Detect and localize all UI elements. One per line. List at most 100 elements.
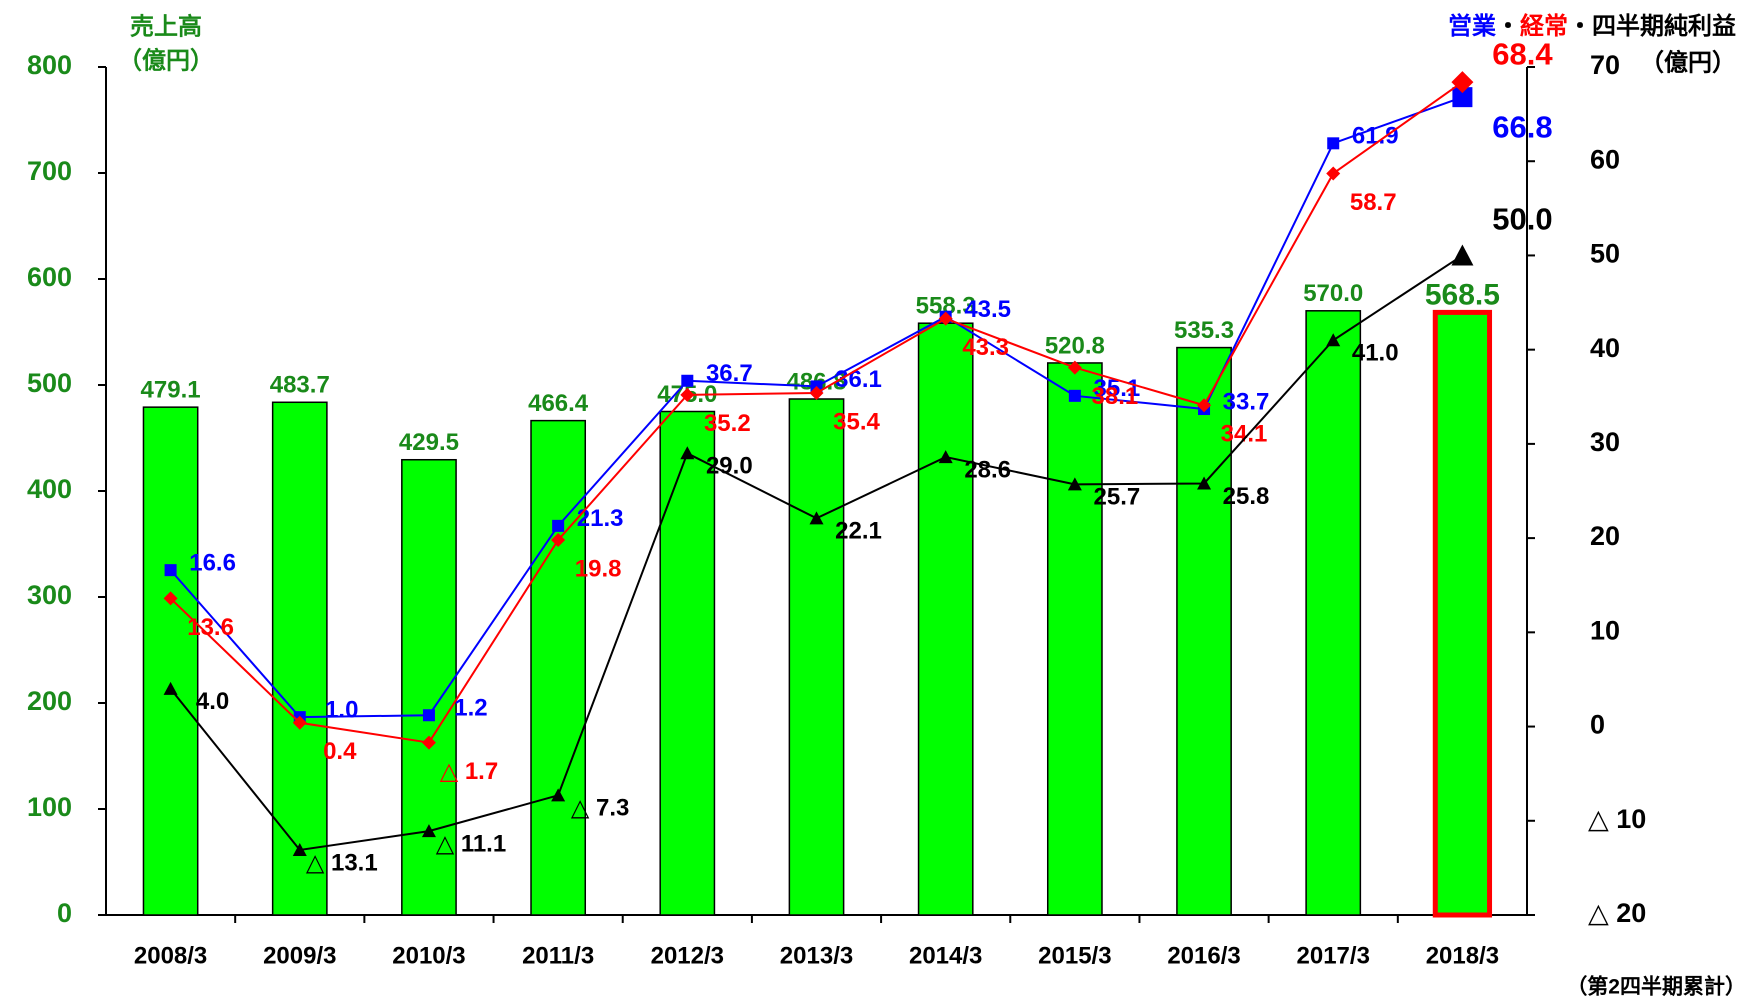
line-value-label: 35.4	[833, 408, 880, 435]
marker	[164, 564, 177, 577]
marker	[680, 446, 695, 460]
bar-value-label: 520.8	[1045, 332, 1105, 359]
bar	[1305, 310, 1362, 916]
marker	[1067, 477, 1082, 491]
line-value-label: 34.1	[1221, 421, 1268, 448]
line-value-label: 43.3	[962, 334, 1009, 361]
bar-value-label: 483.7	[270, 372, 330, 399]
bar	[1176, 346, 1232, 916]
y2-tick-label: △ 20	[1588, 898, 1646, 928]
bar-value-label: 429.5	[399, 429, 459, 456]
marker	[938, 450, 953, 464]
marker	[552, 519, 565, 532]
line-value-label: 19.8	[575, 555, 622, 582]
marker	[421, 735, 436, 750]
line-value-label: 38.1	[1092, 383, 1139, 410]
line-value-label: 41.0	[1352, 340, 1399, 367]
x-tick-label: 2013/3	[780, 942, 853, 969]
bar	[530, 419, 587, 916]
line-value-label: 22.1	[835, 518, 882, 545]
marker	[681, 374, 694, 387]
line-value-label: 0.4	[323, 738, 357, 765]
line-value-label: 33.7	[1223, 388, 1270, 415]
marker	[421, 824, 436, 838]
bar-value-label: 466.4	[528, 390, 589, 417]
line-value-label: 25.7	[1094, 484, 1141, 511]
marker	[292, 715, 307, 730]
line-value-label: 68.4	[1492, 36, 1553, 71]
marker	[1452, 87, 1473, 108]
marker	[422, 709, 435, 722]
bar	[917, 322, 974, 916]
line-value-label: △ 7.3	[571, 795, 630, 822]
bar	[271, 401, 328, 916]
y2-tick-label: 60	[1590, 144, 1620, 174]
line-value-label: 1.0	[325, 696, 358, 723]
bar-value-label: 479.1	[141, 376, 201, 403]
x-tick-label: 2009/3	[263, 942, 336, 969]
line-value-label: 36.7	[706, 360, 753, 387]
separator: ・	[1496, 13, 1520, 40]
bar	[1432, 309, 1493, 918]
bar-value-label: 570.0	[1303, 280, 1363, 307]
line-value-label: 50.0	[1492, 202, 1552, 237]
marker	[1067, 360, 1082, 375]
y-tick-label: 600	[27, 262, 72, 292]
marker	[163, 681, 178, 695]
y-axis-title: 売上高	[130, 12, 202, 40]
line-value-label: △ 11.1	[436, 830, 507, 857]
marker	[1451, 71, 1474, 94]
y-tick-label: 200	[27, 686, 72, 716]
footnote: （第2四半期累計）	[1566, 975, 1746, 999]
marker	[1326, 333, 1341, 347]
x-tick-label: 2015/3	[1038, 942, 1111, 969]
y-tick-label: 100	[27, 792, 72, 822]
y2-tick-label: △ 10	[1588, 804, 1646, 834]
line-value-label: 43.5	[964, 296, 1011, 323]
line-value-label: 21.3	[577, 505, 624, 532]
line-value-label: 66.8	[1492, 109, 1552, 144]
y2-tick-label: 70	[1590, 50, 1620, 80]
marker	[1326, 166, 1341, 181]
y-axis-unit: （億円）	[118, 46, 214, 74]
legend-entry: 営業	[1448, 12, 1496, 40]
legend-entry: 経常	[1520, 12, 1568, 40]
y-tick-label: 500	[27, 368, 72, 398]
legend-entry: 四半期純利益	[1592, 12, 1736, 40]
y-tick-label: 800	[27, 50, 72, 80]
x-tick-label: 2014/3	[909, 942, 982, 969]
line-value-label: 25.8	[1223, 483, 1270, 510]
bar-value-label: 535.3	[1174, 317, 1234, 344]
marker	[292, 842, 307, 856]
marker	[809, 386, 824, 401]
y2-tick-label: 30	[1590, 427, 1620, 457]
marker	[809, 511, 824, 525]
x-tick-label: 2012/3	[651, 942, 724, 969]
marker	[1451, 244, 1474, 266]
y2-tick-label: 10	[1590, 615, 1620, 645]
x-tick-label: 2011/3	[522, 942, 594, 969]
y2-tick-label: 50	[1590, 239, 1620, 269]
line-value-label: 36.1	[835, 366, 882, 393]
bar	[1046, 362, 1103, 916]
x-tick-label: 2017/3	[1297, 942, 1370, 969]
marker	[551, 532, 566, 547]
y-tick-label: 300	[27, 580, 72, 610]
marker	[551, 788, 566, 802]
line-value-label: 61.9	[1352, 123, 1399, 150]
line-value-label: 13.6	[187, 614, 234, 641]
y-tick-label: 0	[57, 898, 72, 928]
marker	[1197, 398, 1212, 413]
marker	[1068, 389, 1081, 402]
marker	[1327, 137, 1340, 150]
marker	[163, 591, 178, 606]
line-value-label: 4.0	[196, 688, 229, 715]
line-value-label: 35.2	[704, 410, 751, 437]
line-value-label: 58.7	[1350, 189, 1397, 216]
y2-tick-label: 20	[1590, 521, 1620, 551]
bar-value-label: 568.5	[1425, 278, 1500, 311]
line-value-label: 16.6	[189, 549, 236, 576]
x-tick-label: 2010/3	[392, 942, 465, 969]
bar	[788, 398, 845, 916]
